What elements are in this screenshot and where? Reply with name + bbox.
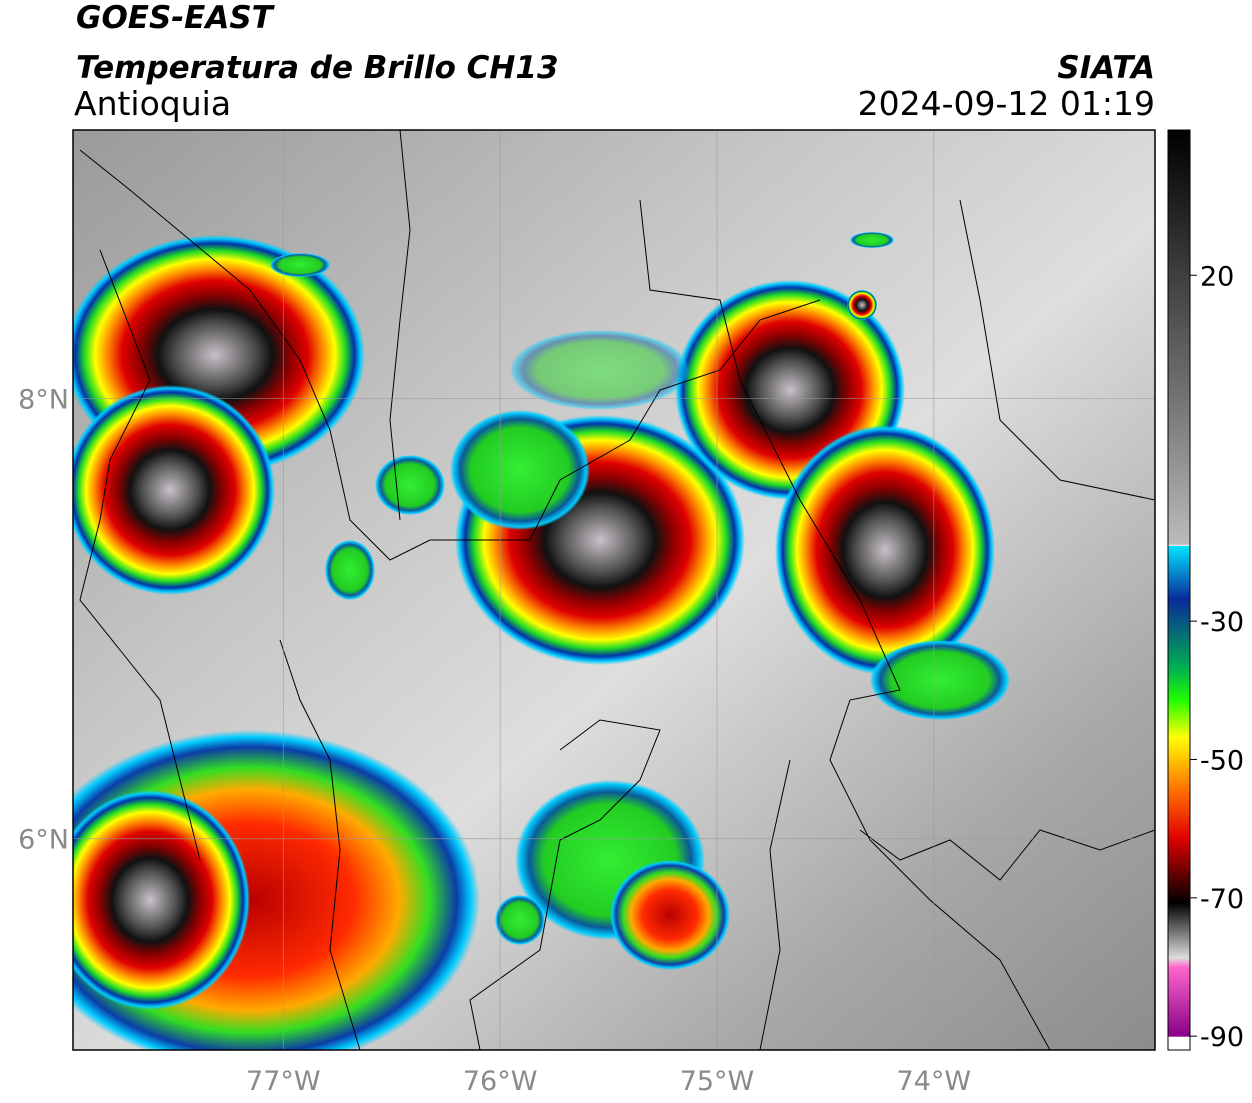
colorbar — [1167, 129, 1191, 1051]
lon-tick-label: 76°W — [463, 1066, 538, 1097]
lat-tick-label: 6°N — [18, 825, 69, 856]
map-frame — [72, 129, 1156, 1051]
lat-tick-label: 8°N — [18, 385, 69, 416]
datetime: 2024-09-12 01:19 — [858, 84, 1155, 123]
lon-tick-label: 77°W — [246, 1066, 321, 1097]
colorbar-tick-label: -90 — [1200, 1022, 1244, 1053]
source: SIATA — [1057, 50, 1155, 86]
lon-tick-label: 75°W — [680, 1066, 755, 1097]
colorbar-tick-label: -70 — [1200, 884, 1244, 915]
region: Antioquia — [74, 84, 231, 123]
colorbar-tick-label: -50 — [1200, 745, 1244, 776]
lon-tick-label: 74°W — [897, 1066, 972, 1097]
satellite-image — [73, 130, 1155, 1050]
graticule — [73, 130, 1155, 1050]
subtitle: Temperatura de Brillo CH13 — [76, 50, 559, 86]
title: GOES-EAST — [76, 0, 276, 36]
colorbar-tick-label: -30 — [1200, 607, 1244, 638]
colorbar-tick-label: 20 — [1200, 261, 1234, 292]
